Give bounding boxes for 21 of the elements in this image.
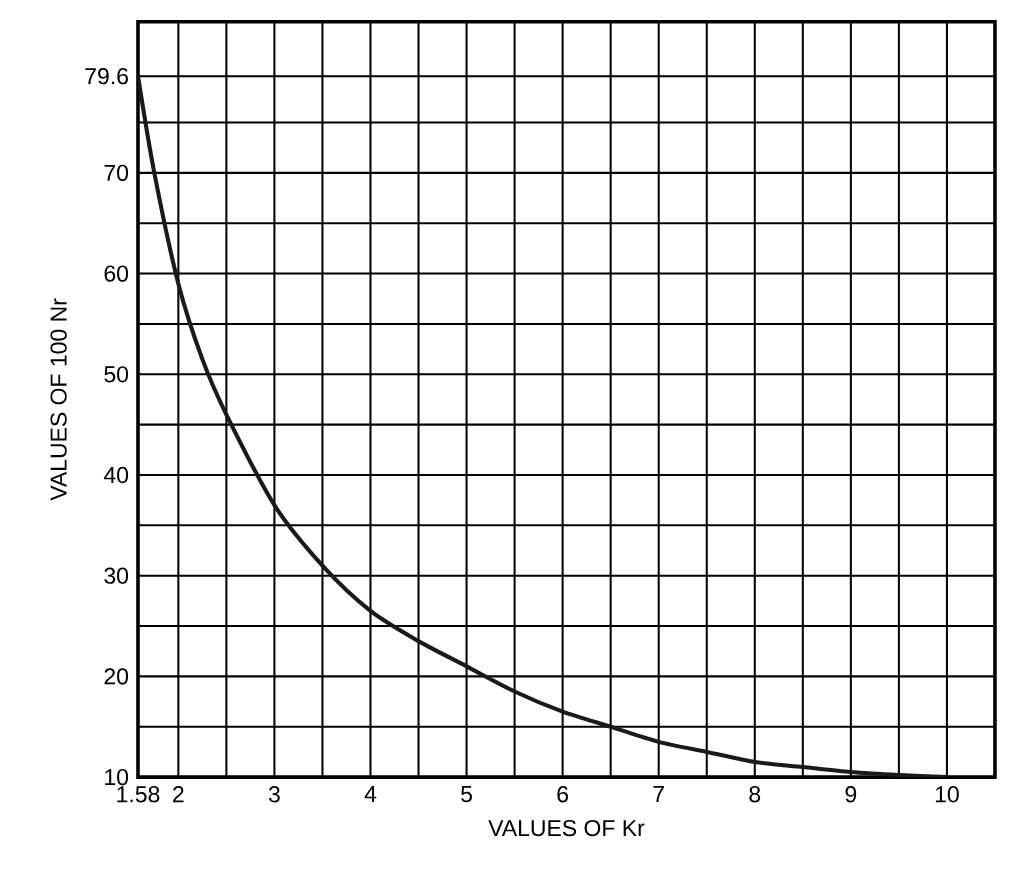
x-tick-label: 2 <box>173 786 184 803</box>
x-tick-label: 8 <box>749 786 761 803</box>
y-tick-label: 70 <box>104 164 129 181</box>
x-tick-label: 9 <box>845 786 857 803</box>
y-tick-label: 40 <box>103 466 129 484</box>
x-tick-label: 5 <box>461 786 472 803</box>
x-tick-label: 10 <box>935 786 959 803</box>
x-tick-label: 6 <box>557 786 569 803</box>
y-tick-label: 10 <box>105 768 129 786</box>
x-tick-label: 7 <box>653 786 664 802</box>
y-axis-title: VALUES OF 100 Nr <box>50 298 67 501</box>
x-tick-label: 1.58 <box>117 786 160 803</box>
x-tick-label: 4 <box>364 786 377 802</box>
y-tick-label: 79.6 <box>85 68 128 85</box>
line-series <box>137 74 949 778</box>
x-axis-title: VALUES OF Kr <box>488 819 645 837</box>
x-tick-label: 3 <box>268 786 280 803</box>
y-tick-label: 50 <box>104 366 129 383</box>
y-tick-label: 20 <box>104 668 129 685</box>
y-tick-label: 60 <box>104 265 129 282</box>
y-tick-label: 30 <box>104 567 129 584</box>
